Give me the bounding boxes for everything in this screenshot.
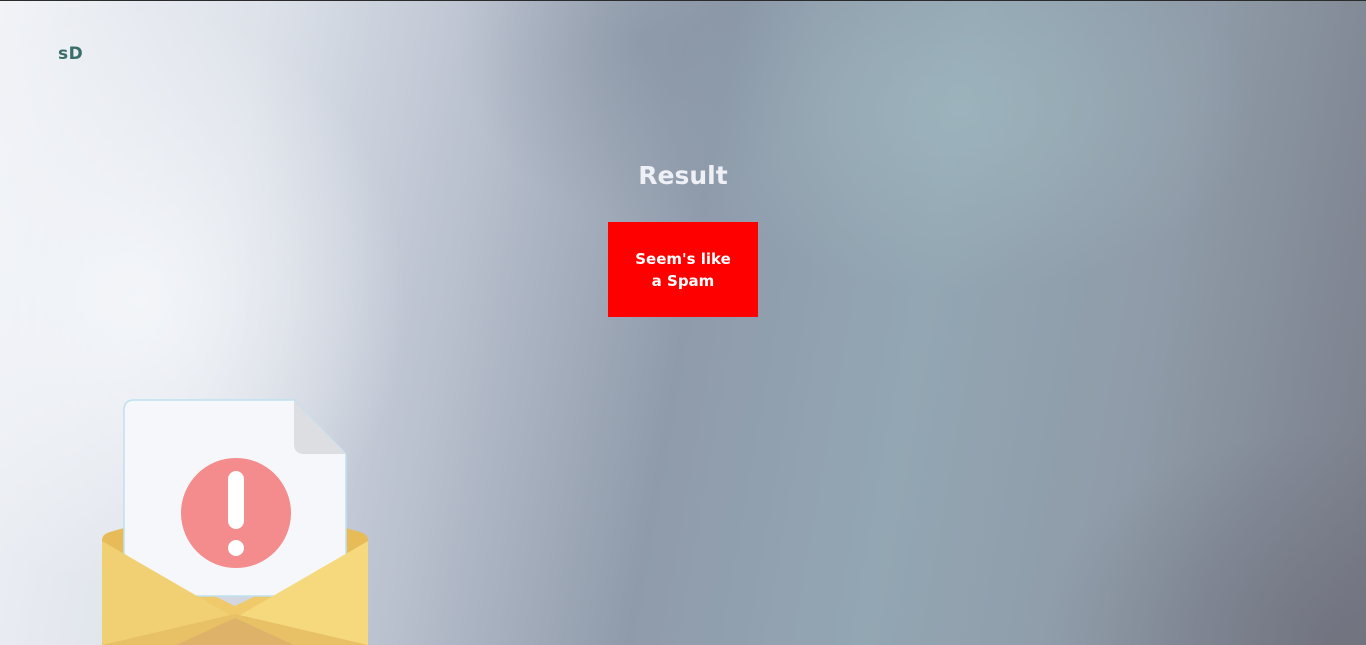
site-logo[interactable]: sD bbox=[58, 44, 84, 64]
top-border bbox=[0, 0, 1366, 1]
result-message: Seem's like a Spam bbox=[635, 249, 731, 290]
result-badge: Seem's like a Spam bbox=[608, 222, 758, 317]
spam-envelope-warning-icon bbox=[96, 396, 376, 645]
result-title: Result bbox=[638, 161, 728, 190]
